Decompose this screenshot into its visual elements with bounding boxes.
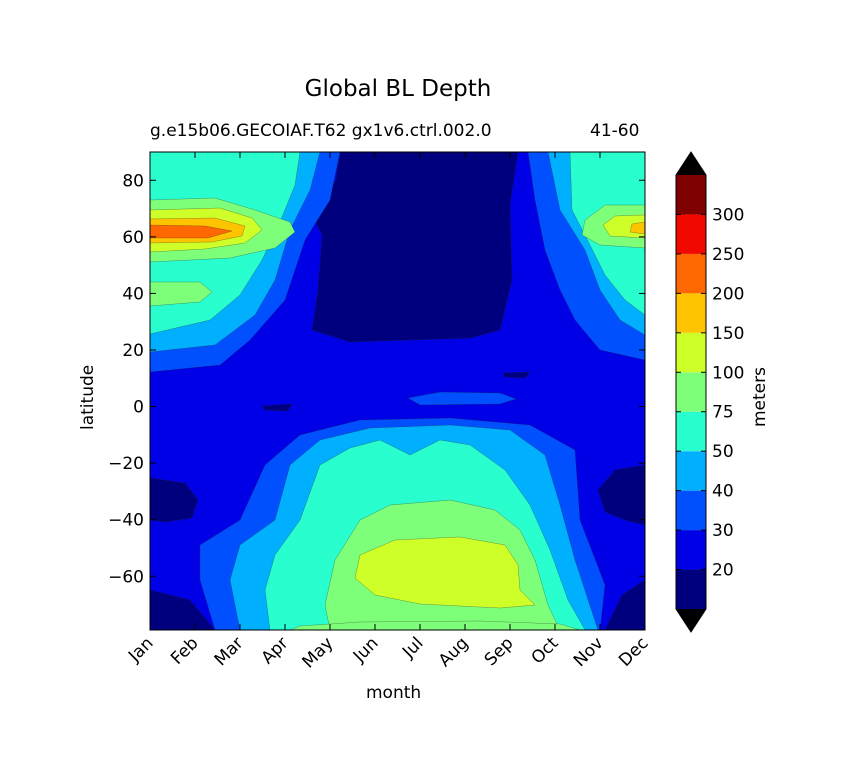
x-tick-label: Apr bbox=[258, 633, 293, 668]
contour-fill-level bbox=[150, 589, 216, 630]
colorbar-segment bbox=[676, 253, 706, 294]
contour-fill-level bbox=[629, 221, 645, 235]
x-axis-label: month bbox=[366, 683, 422, 703]
colorbar-segment bbox=[676, 372, 706, 412]
colorbar-segment bbox=[676, 530, 706, 570]
colorbar-segment bbox=[676, 175, 706, 215]
plot-frame bbox=[149, 151, 646, 631]
colorbar-extend-high bbox=[676, 152, 706, 175]
contour-fill-level bbox=[150, 281, 213, 307]
x-tick-label: Oct bbox=[528, 633, 563, 668]
contour-fill-level bbox=[502, 371, 531, 379]
x-tick-label: Mar bbox=[211, 633, 248, 670]
colorbar-segment bbox=[676, 332, 706, 373]
colorbar-tick-label: 250 bbox=[712, 245, 744, 265]
colorbar-tick-label: 150 bbox=[712, 324, 744, 344]
colorbar-tick-label: 100 bbox=[712, 363, 744, 383]
colorbar-tick-label: 200 bbox=[712, 284, 744, 304]
contour-fill-level bbox=[261, 403, 293, 412]
colorbar-segment bbox=[676, 451, 706, 491]
x-tick-label: Sep bbox=[481, 633, 518, 670]
colorbar: 20 30 40 50 75 100 150 200 250 300 bbox=[675, 151, 744, 633]
y-tick-label: −40 bbox=[108, 511, 144, 531]
contour-field bbox=[150, 152, 645, 630]
x-tick-label: Aug bbox=[435, 633, 473, 671]
y-tick-label: 40 bbox=[122, 284, 144, 304]
y-tick-label: −60 bbox=[108, 567, 144, 587]
contour-fill-level bbox=[354, 536, 536, 609]
x-tick-label: Nov bbox=[570, 633, 608, 671]
colorbar-outline bbox=[675, 151, 707, 633]
x-tick-label: Jun bbox=[349, 633, 383, 667]
colorbar-segment bbox=[676, 411, 706, 452]
y-axis-label: latitude bbox=[78, 364, 98, 430]
colorbar-tick-label: 50 bbox=[712, 442, 734, 462]
contour-fill-level bbox=[604, 579, 645, 630]
colorbar-segment bbox=[676, 569, 706, 609]
x-tick-label: Feb bbox=[167, 633, 202, 668]
colorbar-tick-label: 30 bbox=[712, 521, 734, 541]
x-tick-label: Jan bbox=[124, 633, 157, 666]
contour-fill-level bbox=[597, 464, 645, 526]
colorbar-tick-label: 20 bbox=[712, 561, 734, 581]
colorbar-segment bbox=[676, 214, 706, 254]
colorbar-tick-label: 40 bbox=[712, 482, 734, 502]
y-tick-label: −20 bbox=[108, 454, 144, 474]
chart-title: Global BL Depth bbox=[304, 76, 492, 102]
contour-fill-level bbox=[407, 391, 517, 406]
colorbar-label: meters bbox=[750, 367, 770, 427]
contour-fill-level bbox=[150, 224, 233, 239]
x-tick-label: May bbox=[299, 633, 338, 672]
y-tick-label: 20 bbox=[122, 341, 144, 361]
contour-fill-level bbox=[311, 152, 519, 343]
x-tick-label: Jul bbox=[398, 633, 427, 662]
chart-period: 41-60 bbox=[590, 121, 640, 141]
y-axis: 80 60 40 20 0 −20 −40 −60 bbox=[108, 171, 645, 587]
colorbar-segment bbox=[676, 490, 706, 531]
y-tick-label: 60 bbox=[122, 228, 144, 248]
colorbar-extend-low bbox=[676, 609, 706, 632]
y-tick-label: 80 bbox=[122, 171, 144, 191]
y-tick-label: 0 bbox=[133, 398, 144, 418]
colorbar-tick-label: 300 bbox=[712, 205, 744, 225]
chart-subtitle: g.e15b06.GECOIAF.T62 gx1v6.ctrl.002.0 bbox=[150, 121, 492, 141]
colorbar-segment bbox=[676, 293, 706, 333]
contour-fill-level bbox=[150, 477, 199, 523]
x-tick-label: Dec bbox=[615, 633, 652, 670]
colorbar-tick-label: 75 bbox=[712, 403, 734, 423]
contour-fill-level bbox=[289, 620, 581, 630]
